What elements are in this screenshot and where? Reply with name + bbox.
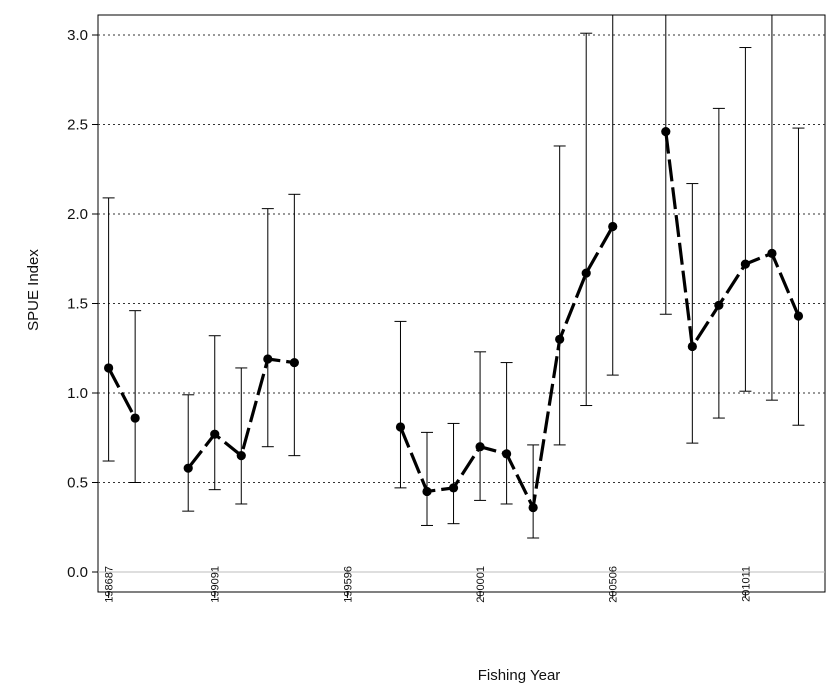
data-point	[661, 127, 671, 137]
x-tick-label: 200506	[608, 566, 620, 603]
x-tick-label: 201011	[740, 566, 752, 602]
data-point	[475, 442, 485, 452]
error-bar	[447, 422, 460, 525]
data-point	[130, 413, 140, 423]
x-axis-title: Fishing Year	[478, 667, 561, 684]
x-tick-label: 199596	[342, 566, 354, 603]
error-bar	[102, 197, 115, 462]
y-tick-label: 1.5	[67, 296, 88, 313]
y-tick-label: 2.5	[67, 117, 88, 134]
error-bar	[739, 47, 752, 392]
x-tick-label: 198687	[104, 566, 116, 603]
error-bar	[474, 351, 487, 501]
error-bar	[553, 145, 566, 446]
data-point	[395, 422, 406, 432]
data-points	[104, 127, 804, 513]
data-point	[793, 311, 804, 321]
data-point	[528, 502, 538, 513]
error-bar	[527, 444, 540, 539]
error-bar	[580, 32, 593, 407]
x-tick-label: 200001	[475, 566, 487, 603]
y-tick-label: 0.0	[67, 564, 88, 581]
error-bar	[129, 310, 142, 483]
data-point	[608, 221, 618, 232]
error-bar	[421, 431, 434, 526]
error-bar	[712, 107, 725, 419]
data-point	[104, 363, 114, 373]
grid-layer	[98, 34, 825, 573]
error-bar	[686, 183, 699, 444]
data-point	[236, 451, 246, 461]
error-bar	[182, 394, 195, 512]
y-tick-label: 0.5	[67, 475, 88, 492]
data-point	[555, 334, 565, 344]
y-axis-ticks: 0.0 0.5 1.0 1.5 2.0 2.5 3.0	[67, 27, 98, 581]
data-point	[767, 248, 777, 258]
y-tick-label: 2.0	[67, 206, 88, 223]
y-tick-label: 3.0	[67, 27, 88, 44]
error-bar	[659, 15, 672, 315]
data-point	[740, 259, 751, 269]
data-point	[687, 341, 697, 352]
data-point	[422, 486, 432, 497]
data-point	[502, 449, 512, 459]
error-bar	[394, 320, 407, 489]
x-tick-label: 199091	[210, 566, 222, 603]
data-point	[448, 483, 459, 493]
error-bar	[792, 127, 805, 426]
data-point	[263, 354, 273, 364]
y-axis-title: SPUE Index	[25, 249, 42, 331]
error-bar	[288, 193, 301, 457]
error-bars	[102, 15, 805, 539]
error-bar	[606, 15, 619, 376]
data-point	[183, 463, 193, 473]
x-axis-ticks: 198687 199091 199596 200001 200506 201011	[104, 566, 753, 603]
series-line	[107, 367, 137, 419]
error-bar	[235, 367, 248, 505]
error-bar	[500, 362, 513, 505]
error-bar	[261, 208, 274, 448]
data-point	[581, 268, 591, 278]
error-bar	[765, 15, 778, 401]
series-line	[664, 131, 800, 349]
data-point	[714, 300, 724, 310]
data-point	[289, 357, 299, 368]
error-bar	[208, 335, 221, 491]
y-tick-label: 1.0	[67, 385, 88, 402]
data-point	[210, 429, 220, 439]
